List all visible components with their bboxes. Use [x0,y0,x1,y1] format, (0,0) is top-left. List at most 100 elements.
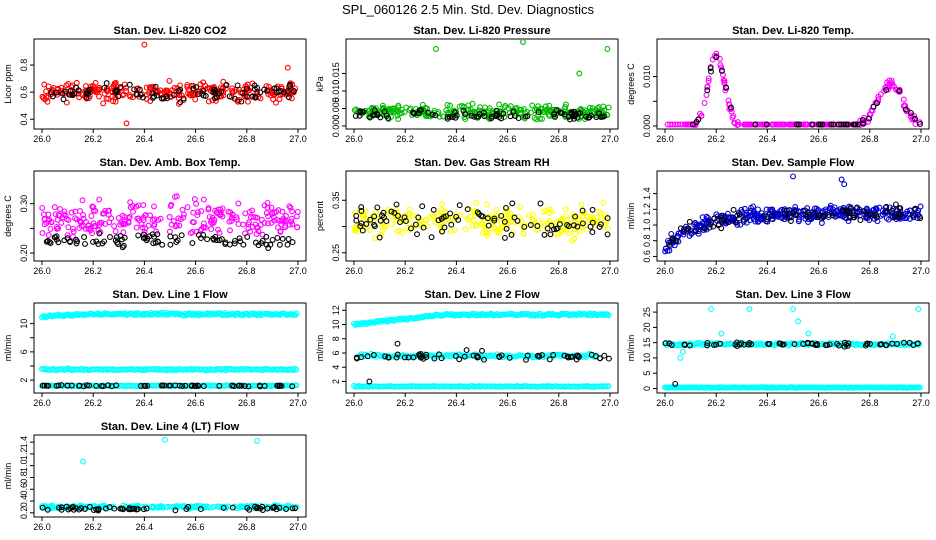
data-point [867,211,874,218]
data-point [44,98,51,105]
data-point [102,207,108,214]
data-point [873,205,880,212]
data-point [534,223,541,229]
data-point [479,347,485,354]
data-point [423,354,430,361]
data-point [259,503,266,510]
x-tick-label: 26.6 [499,134,517,144]
data-point [193,200,200,207]
data-point [563,227,570,234]
data-point [589,310,596,317]
data-point [394,340,401,347]
data-point [160,504,166,511]
data-point [906,339,913,346]
data-point [677,354,684,361]
y-tick-label: 0.010 [331,80,341,103]
data-point [100,100,107,107]
data-point [52,234,59,241]
data-point [65,81,72,87]
data-point [689,121,696,128]
data-point [496,230,502,237]
data-point [782,121,788,128]
data-point [484,232,490,239]
data-point [455,216,462,223]
data-point [736,341,743,348]
y-axis-label: ml/min [315,335,325,362]
y-tick-label: 0.4 [19,495,29,508]
data-point [704,342,711,349]
data-point [293,366,300,373]
data-point [481,113,488,120]
data-point [692,227,699,234]
data-point [765,340,772,347]
data-point [159,382,166,389]
data-point [546,206,553,213]
x-tick-label: 26.4 [759,134,777,144]
data-point [916,119,923,126]
data-point [395,116,402,122]
data-point [239,89,246,96]
data-point [140,202,147,209]
data-point [126,92,133,99]
data-point [673,238,680,244]
data-point [393,354,400,361]
panel-6: Stan. Dev. Sample Flow ml/min 26.0 26.2 26.4… [626,157,930,276]
data-point [284,64,291,71]
data-point [803,121,810,128]
data-point [46,238,53,245]
data-point [247,228,254,235]
data-point [501,104,508,111]
data-point [437,209,444,216]
data-point [855,121,862,128]
data-point [173,222,180,229]
data-point [358,204,365,211]
data-point [279,235,286,242]
data-point [118,236,125,243]
data-point [851,121,858,128]
data-point [172,504,179,511]
data-point [772,121,779,128]
data-point [67,505,74,512]
data-point [278,87,284,94]
data-point [438,355,445,362]
data-point [253,505,260,512]
data-point [353,217,360,224]
data-point [507,113,514,120]
data-point [889,340,896,347]
data-point [408,225,414,232]
data-point [809,121,816,128]
data-point [264,87,271,94]
data-point [588,351,595,358]
data-point [463,347,470,354]
data-point [216,382,223,389]
data-point [601,107,608,114]
data-point [461,103,467,110]
data-point [819,121,826,128]
data-point [45,232,52,238]
data-points [662,306,923,391]
data-point [844,121,851,128]
data-point [209,311,216,318]
data-point [388,221,395,228]
data-point [235,200,242,207]
data-point [134,91,141,98]
data-point [86,86,93,93]
data-point [113,234,120,241]
data-point [522,113,529,120]
data-point [365,107,372,114]
data-point [127,199,134,206]
data-point [55,239,62,246]
data-point [235,221,242,228]
data-point [679,348,686,355]
data-point [892,201,899,208]
data-point [839,207,846,214]
data-point [534,227,540,234]
data-point [379,102,386,109]
data-point [420,220,427,227]
plot-frame [33,302,307,394]
data-point [130,208,136,215]
data-point [271,503,278,510]
data-point [286,81,293,88]
data-point [111,223,118,230]
plot-frame [345,302,619,394]
